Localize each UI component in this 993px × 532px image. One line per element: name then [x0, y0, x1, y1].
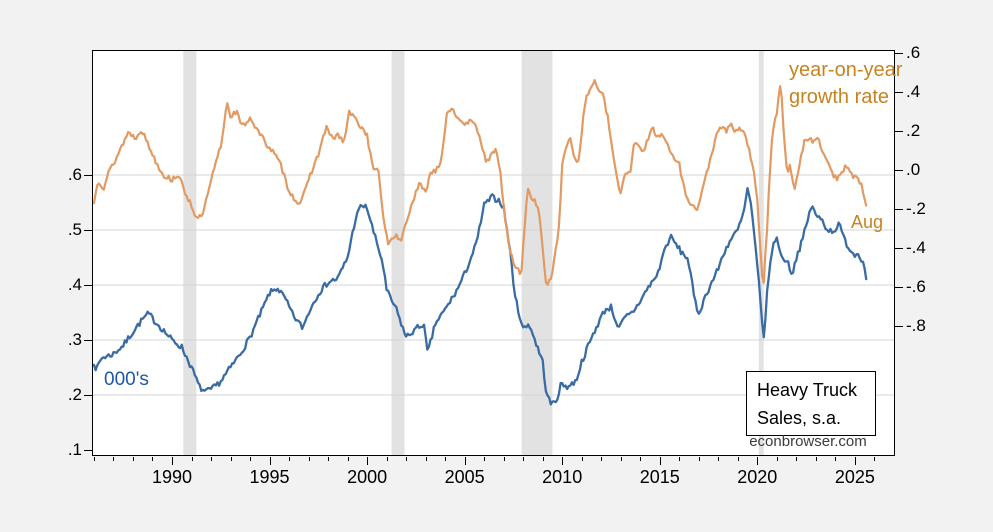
x-minor-tick	[308, 457, 310, 461]
x-major-tick	[464, 457, 466, 465]
x-minor-tick	[347, 457, 349, 461]
y-left-tick-label: .1	[67, 440, 82, 459]
y-right-tick	[895, 53, 903, 54]
x-minor-tick	[250, 457, 252, 461]
x-minor-tick	[698, 457, 700, 461]
x-tick-label: 2025	[834, 467, 875, 487]
x-tick-label: 1990	[151, 467, 193, 487]
y-right-tick-label: .4	[906, 82, 921, 101]
x-minor-tick	[835, 457, 837, 461]
x-minor-tick	[776, 457, 778, 461]
y-left-tick-label: .5	[67, 220, 82, 239]
x-minor-tick	[289, 457, 291, 461]
x-minor-tick	[796, 457, 798, 461]
recession-band	[183, 51, 197, 455]
y-left-tick	[84, 395, 92, 396]
x-major-tick	[269, 457, 271, 465]
y-left-tick	[84, 285, 92, 286]
x-major-tick	[854, 457, 856, 465]
x-minor-tick	[386, 457, 388, 461]
y-left-tick-label: .3	[67, 330, 82, 349]
x-minor-tick	[484, 457, 486, 461]
x-minor-tick	[815, 457, 817, 461]
y-left-tick	[84, 230, 92, 231]
y-right-tick	[895, 209, 903, 210]
x-minor-tick	[601, 457, 603, 461]
recession-band	[391, 51, 405, 455]
y-left-tick	[84, 450, 92, 451]
x-minor-tick	[230, 457, 232, 461]
y-left-tick-label: .6	[67, 165, 82, 184]
recession-band	[521, 51, 553, 455]
chart-canvas	[92, 50, 895, 456]
plot-area	[92, 50, 895, 456]
y-right-tick	[895, 326, 903, 327]
y-right-tick	[895, 287, 903, 288]
x-major-tick	[659, 457, 661, 465]
x-minor-tick	[718, 457, 720, 461]
x-minor-tick	[152, 457, 154, 461]
y-right-tick-label: -.2	[906, 199, 926, 218]
x-minor-tick	[581, 457, 583, 461]
x-minor-tick	[640, 457, 642, 461]
x-minor-tick	[93, 457, 95, 461]
x-minor-tick	[445, 457, 447, 461]
x-tick-label: 2010	[542, 467, 583, 487]
y-left-tick-label: .4	[67, 275, 82, 294]
growth-series-line	[92, 79, 868, 286]
x-tick-label: 2020	[737, 467, 778, 487]
x-minor-tick	[191, 457, 193, 461]
x-minor-tick	[425, 457, 427, 461]
y-right-tick-label: .2	[906, 121, 921, 140]
x-minor-tick	[503, 457, 505, 461]
y-left-tick	[84, 175, 92, 176]
x-major-tick	[367, 457, 369, 465]
x-minor-tick	[737, 457, 739, 461]
x-minor-tick	[542, 457, 544, 461]
x-major-tick	[562, 457, 564, 465]
x-major-tick	[172, 457, 173, 465]
y-right-tick-label: -.4	[906, 238, 926, 257]
x-minor-tick	[113, 457, 115, 461]
y-right-tick	[895, 92, 903, 93]
x-major-tick	[757, 457, 759, 465]
x-minor-tick	[406, 457, 408, 461]
y-right-tick	[895, 131, 903, 132]
x-minor-tick	[679, 457, 681, 461]
x-minor-tick	[523, 457, 525, 461]
y-right-tick-label: .6	[906, 43, 921, 62]
sales-series-line	[92, 186, 868, 406]
x-minor-tick	[211, 457, 213, 461]
y-right-tick-label: -.6	[906, 277, 926, 296]
y-right-tick-label: -.8	[906, 316, 926, 335]
x-minor-tick	[328, 457, 330, 461]
x-minor-tick	[874, 457, 876, 461]
y-right-tick	[895, 170, 903, 171]
y-left-tick	[84, 340, 92, 341]
plot-frame	[92, 50, 895, 456]
x-tick-label: 2005	[444, 467, 485, 487]
y-right-tick	[895, 248, 903, 249]
x-minor-tick	[132, 457, 134, 461]
x-minor-tick	[620, 457, 622, 461]
y-left-tick-label: .2	[67, 385, 82, 404]
x-tick-label: 2000	[347, 467, 388, 487]
x-tick-label: 2015	[639, 467, 680, 487]
x-tick-label: 1995	[249, 467, 290, 487]
y-right-tick-label: .0	[906, 160, 921, 179]
